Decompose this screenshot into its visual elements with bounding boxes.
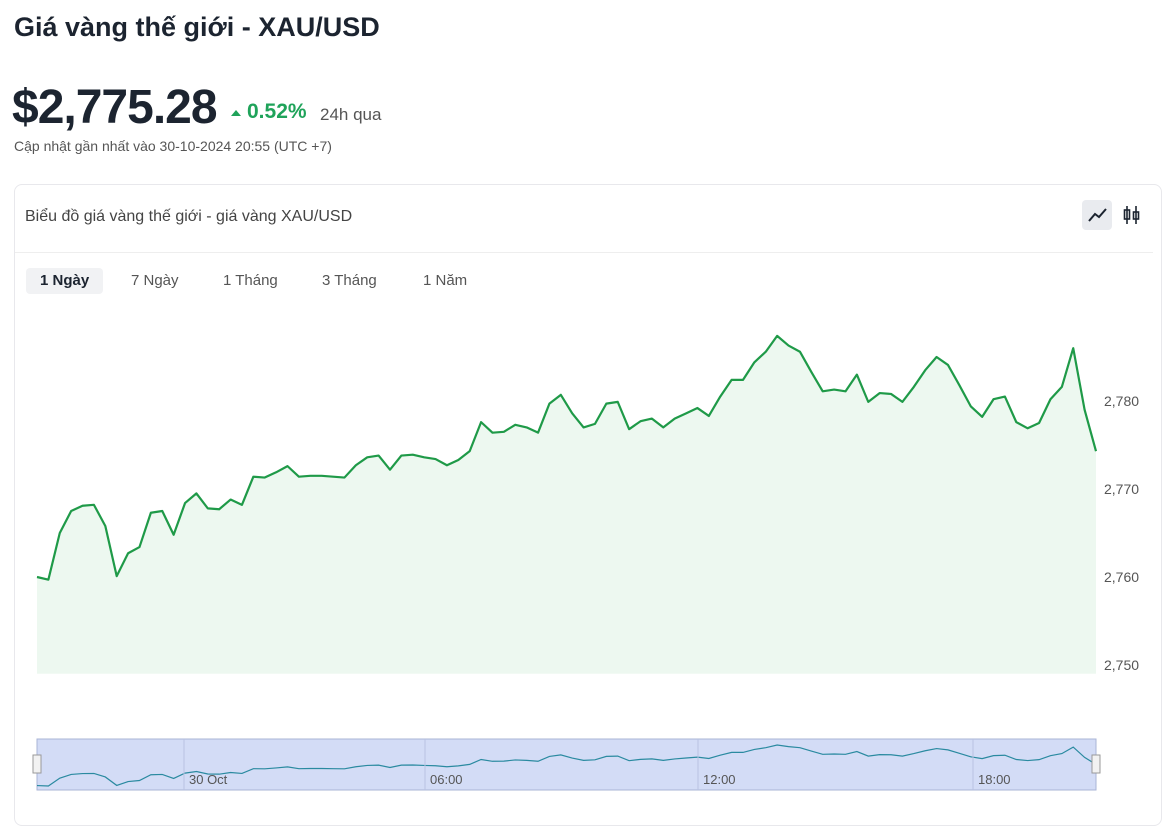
period: 24h qua [320,105,382,124]
navigator-line [36,744,1097,787]
y-tick-label: 2,770 [1104,481,1139,497]
y-tick-label: 2,780 [1104,393,1139,409]
change: 0.52% [247,100,307,123]
y-tick-label: 2,760 [1104,569,1139,585]
candle-mode[interactable] [1123,206,1140,224]
navigator [36,738,1097,791]
y-tick-label: 2,750 [1104,657,1139,673]
area-fill [37,335,1096,674]
price-line [36,334,1098,581]
page: Giá vàng thế giới - XAU/USD $2,775.28 0.… [12,12,1162,826]
up-arrow [231,110,241,116]
navigator-handle[interactable] [1091,754,1101,774]
navigator-tick-label: 06:00 [430,772,463,787]
card-title: Biểu đồ giá vàng thế giới - giá vàng XAU… [25,208,353,225]
range-tab[interactable]: 3 Tháng [322,272,377,289]
page-title: Giá vàng thế giới - XAU/USD [14,12,380,42]
divider [15,252,1153,253]
range-tab[interactable]: 1 Ngày [26,268,104,294]
navigator-handle[interactable] [32,754,42,774]
range-tab[interactable]: 1 Năm [423,272,468,289]
navigator-tick-label: 18:00 [978,772,1011,787]
navigator-tick-label: 30 Oct [189,772,228,787]
range-tab[interactable]: 1 Tháng [223,272,278,289]
chart: 2,750 2,760 2,770 2,780 30 Oct 06:00 12:00 18:0… [32,334,1139,791]
navigator-tick-label: 12:00 [703,772,736,787]
chart-mode [1082,200,1140,230]
price: $2,775.28 [12,81,218,134]
updated: Cập nhật gần nhất vào 30-10-2024 20:55 (… [14,138,332,154]
range-tab[interactable]: 7 Ngày [131,272,179,289]
